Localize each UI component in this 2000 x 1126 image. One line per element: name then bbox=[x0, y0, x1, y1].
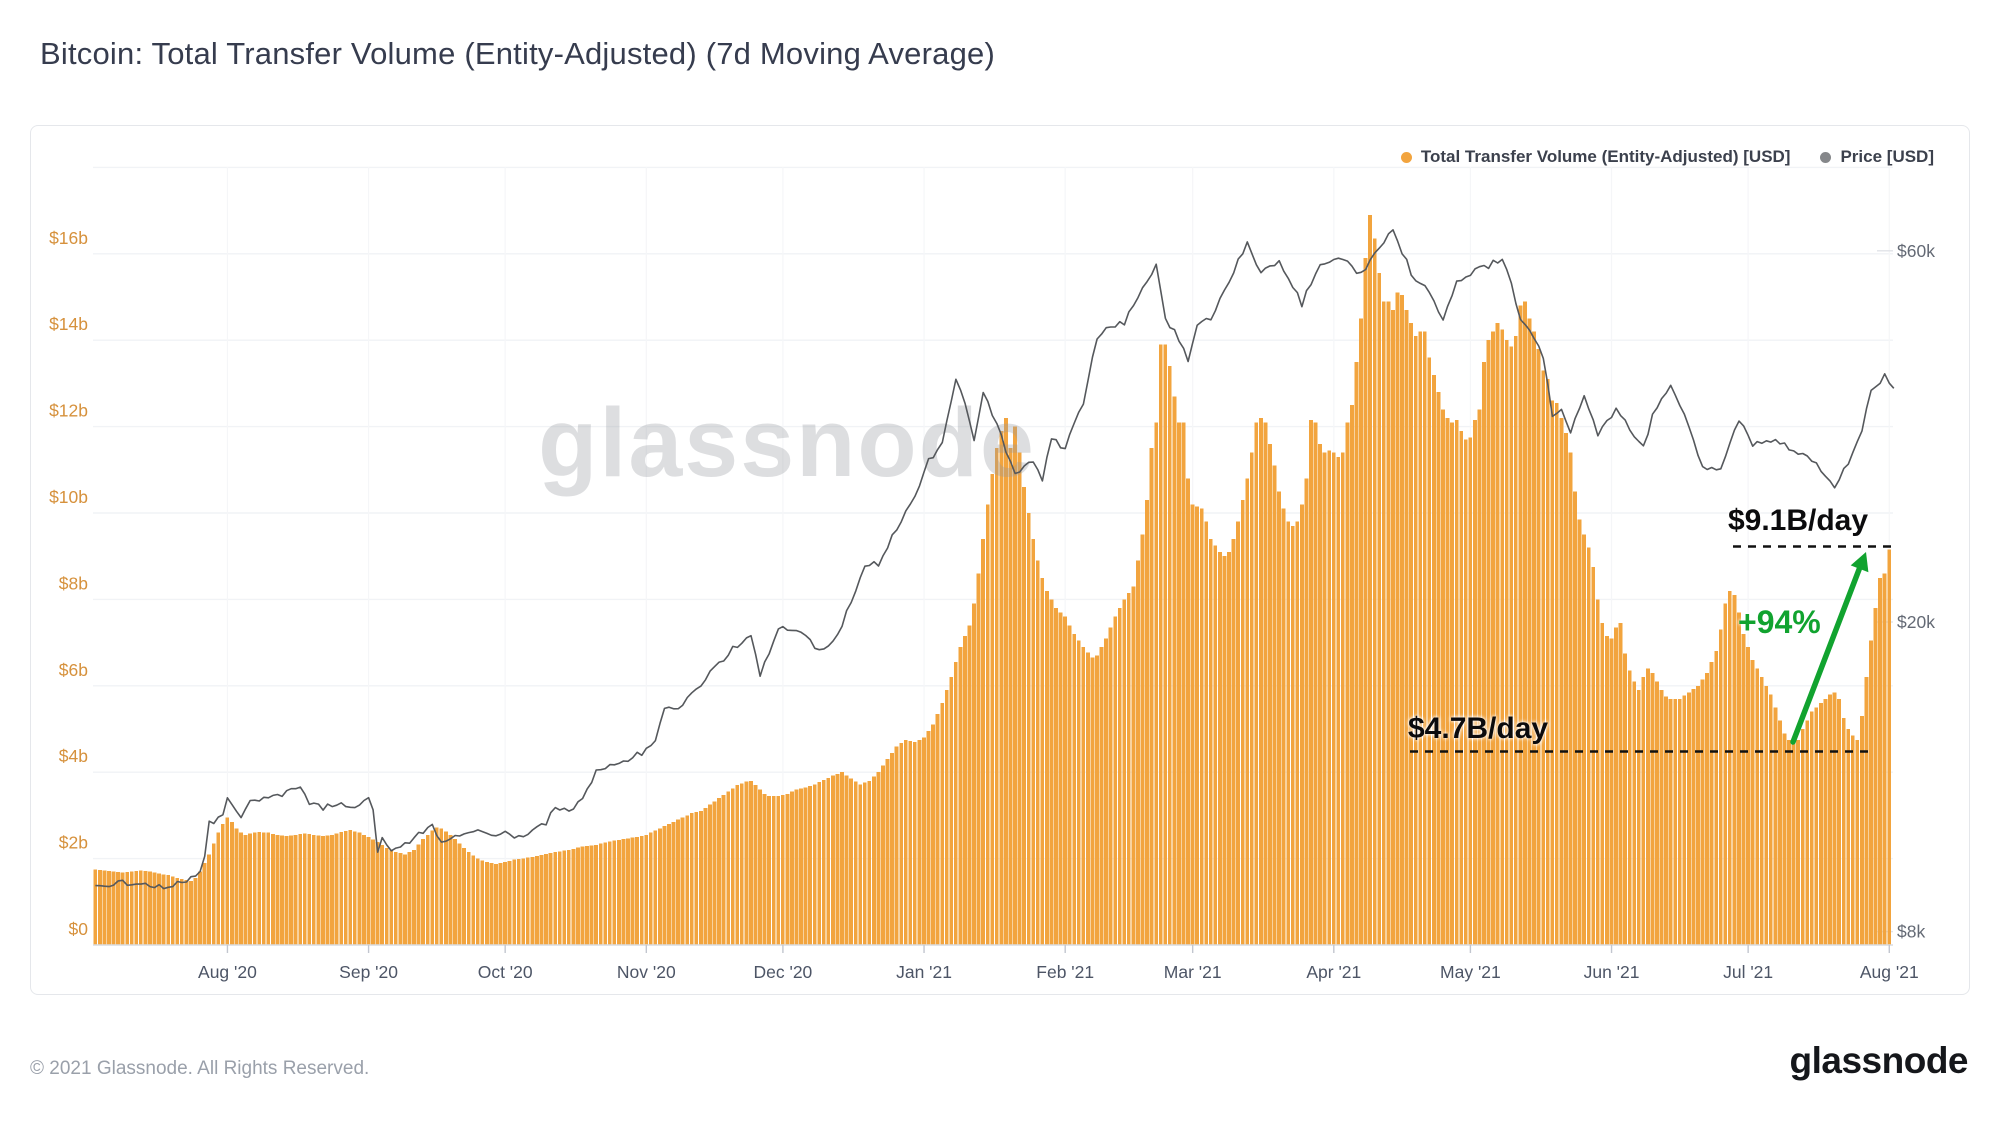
svg-text:$14b: $14b bbox=[49, 314, 88, 334]
svg-text:Jul '21: Jul '21 bbox=[1723, 962, 1773, 982]
legend-item-volume[interactable]: Total Transfer Volume (Entity-Adjusted) … bbox=[1400, 147, 1791, 167]
copyright-text: © 2021 Glassnode. All Rights Reserved. bbox=[30, 1058, 370, 1079]
price-legend-dot-icon bbox=[1820, 151, 1832, 163]
svg-text:$8b: $8b bbox=[59, 573, 88, 593]
svg-text:$2b: $2b bbox=[59, 833, 88, 853]
svg-text:Feb '21: Feb '21 bbox=[1036, 962, 1094, 982]
svg-text:$60k: $60k bbox=[1897, 241, 1935, 261]
legend-price-label: Price [USD] bbox=[1840, 147, 1934, 166]
svg-text:Jun '21: Jun '21 bbox=[1584, 962, 1640, 982]
svg-text:Sep '20: Sep '20 bbox=[339, 962, 398, 982]
svg-text:$20k: $20k bbox=[1897, 612, 1935, 632]
annotation-low-value: $4.7B/day bbox=[1408, 712, 1549, 745]
svg-text:May '21: May '21 bbox=[1440, 962, 1501, 982]
legend-volume-label: Total Transfer Volume (Entity-Adjusted) … bbox=[1420, 147, 1791, 166]
svg-text:Mar '21: Mar '21 bbox=[1164, 962, 1222, 982]
svg-text:Dec '20: Dec '20 bbox=[754, 962, 813, 982]
watermark-text: glassnode bbox=[538, 388, 1036, 497]
svg-text:$0: $0 bbox=[69, 919, 89, 939]
chart-legend: Total Transfer Volume (Entity-Adjusted) … bbox=[1400, 147, 1934, 167]
glassnode-wordmark: glassnode bbox=[1789, 1040, 1969, 1081]
svg-text:Apr '21: Apr '21 bbox=[1306, 962, 1361, 982]
price-line bbox=[95, 229, 1895, 890]
annotation-high-value: $9.1B/day bbox=[1727, 504, 1869, 537]
axis-labels: $0 $2b $4b $6b $8b $10b $12b $14b $16b $8k $20k $60… bbox=[49, 228, 1935, 982]
legend-item-price[interactable]: Price [USD] bbox=[1820, 147, 1934, 167]
volume-bars bbox=[93, 214, 1892, 946]
svg-text:Aug '21: Aug '21 bbox=[1860, 962, 1919, 982]
svg-text:Nov '20: Nov '20 bbox=[617, 962, 676, 982]
svg-text:Aug '20: Aug '20 bbox=[198, 962, 257, 982]
svg-text:$10b: $10b bbox=[49, 487, 88, 507]
annotation-percent-change: +94% bbox=[1738, 604, 1821, 640]
svg-text:Oct '20: Oct '20 bbox=[478, 962, 533, 982]
svg-text:$6b: $6b bbox=[59, 660, 88, 680]
volume-legend-dot-icon bbox=[1400, 151, 1412, 163]
growth-arrow bbox=[1790, 564, 1863, 745]
page-title: Bitcoin: Total Transfer Volume (Entity-A… bbox=[40, 36, 995, 71]
svg-text:$4b: $4b bbox=[59, 746, 88, 766]
svg-text:$16b: $16b bbox=[49, 228, 88, 248]
svg-text:$12b: $12b bbox=[49, 401, 88, 421]
svg-text:$8k: $8k bbox=[1897, 922, 1925, 942]
svg-text:Jan '21: Jan '21 bbox=[896, 962, 952, 982]
annotation-shapes bbox=[1410, 545, 1891, 753]
